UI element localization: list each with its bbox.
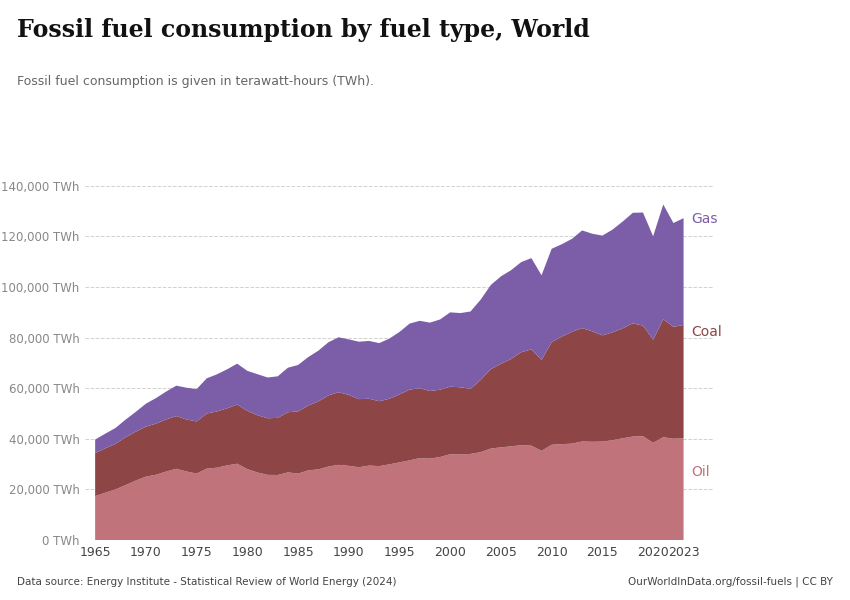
Text: Fossil fuel consumption is given in terawatt-hours (TWh).: Fossil fuel consumption is given in tera… <box>17 75 374 88</box>
Text: Our World: Our World <box>714 26 778 36</box>
Text: Oil: Oil <box>692 464 711 479</box>
Text: Fossil fuel consumption by fuel type, World: Fossil fuel consumption by fuel type, Wo… <box>17 18 590 42</box>
Text: OurWorldInData.org/fossil-fuels | CC BY: OurWorldInData.org/fossil-fuels | CC BY <box>628 576 833 587</box>
Text: Gas: Gas <box>692 212 718 226</box>
Text: in Data: in Data <box>723 44 768 54</box>
Text: Data source: Energy Institute - Statistical Review of World Energy (2024): Data source: Energy Institute - Statisti… <box>17 577 396 587</box>
Text: Coal: Coal <box>692 325 722 340</box>
